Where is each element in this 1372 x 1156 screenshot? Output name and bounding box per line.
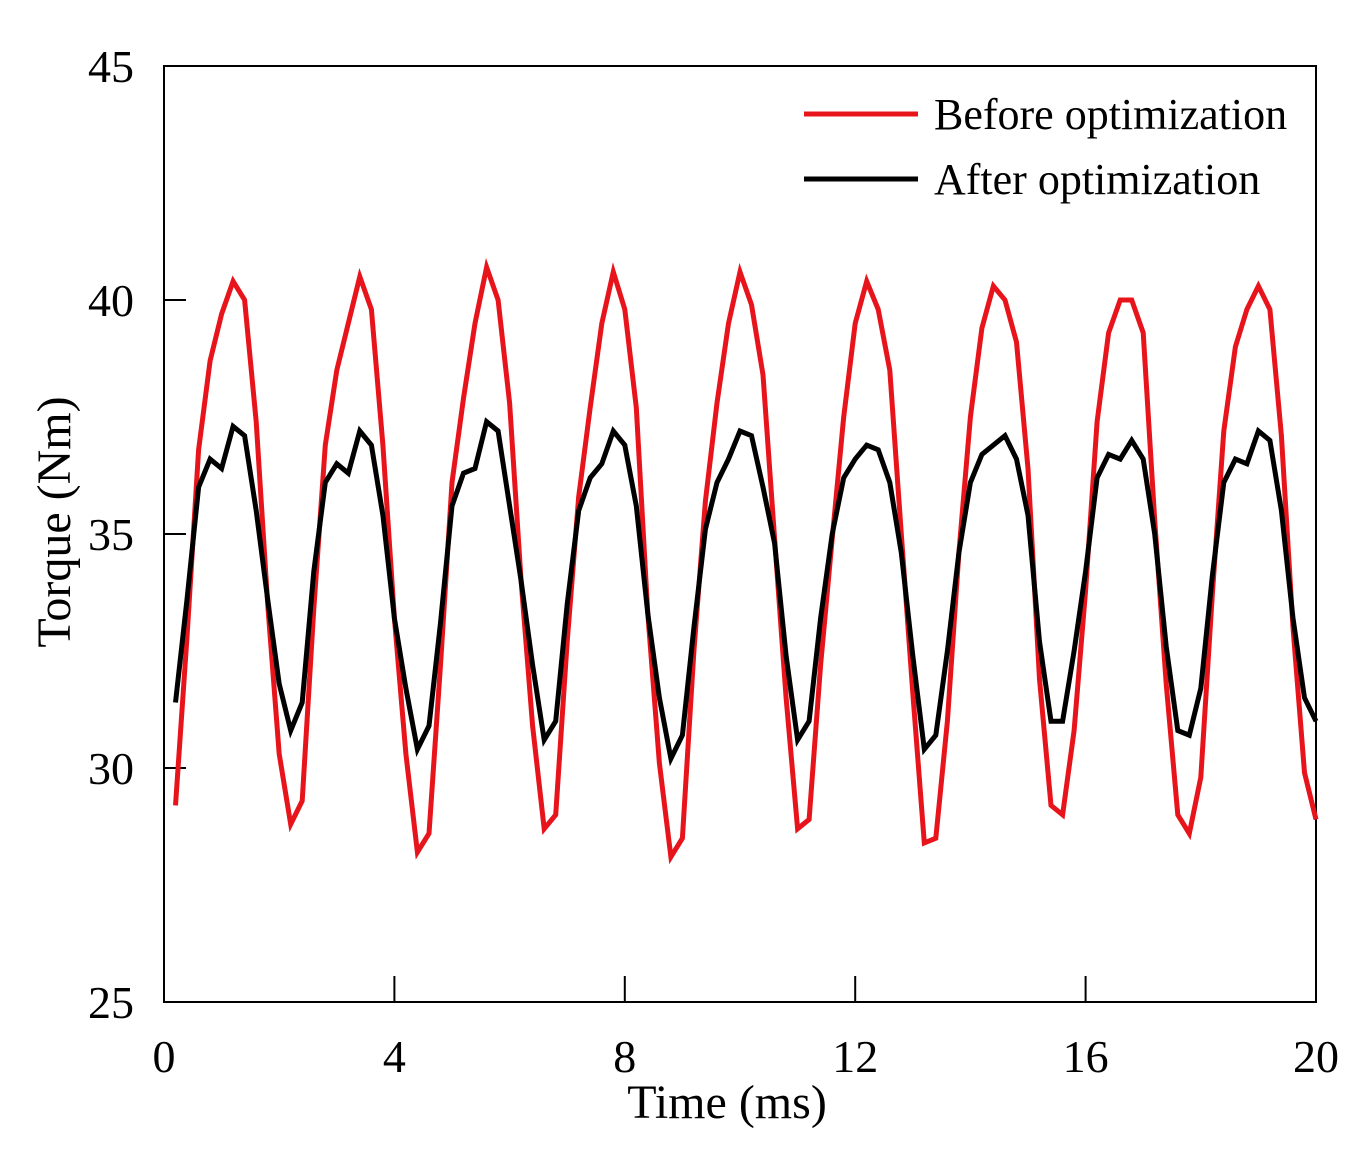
- series-line-after-optimization: [176, 422, 1317, 759]
- y-tick-label-35: 35: [88, 509, 134, 560]
- x-tick-label-0: 0: [153, 1031, 176, 1082]
- y-tick-label-40: 40: [88, 275, 134, 326]
- y-axis-title: Torque (Nm): [28, 396, 81, 647]
- series-lines: [176, 267, 1317, 857]
- x-axis-ticks: 0 4 8 12 16 20: [153, 976, 1340, 1082]
- x-tick-label-12: 12: [832, 1031, 878, 1082]
- legend-label-after: After optimization: [934, 155, 1260, 204]
- plot-area-frame: [164, 66, 1316, 1002]
- x-tick-label-16: 16: [1063, 1031, 1109, 1082]
- legend: Before optimization After optimization: [804, 90, 1287, 204]
- y-tick-label-25: 25: [88, 977, 134, 1028]
- x-tick-label-20: 20: [1293, 1031, 1339, 1082]
- y-axis-ticks: 25 30 35 40 45: [88, 41, 186, 1028]
- y-tick-label-30: 30: [88, 743, 134, 794]
- legend-label-before: Before optimization: [934, 90, 1287, 139]
- series-line-before-optimization: [176, 267, 1317, 857]
- x-tick-label-8: 8: [613, 1031, 636, 1082]
- x-axis-title: Time (ms): [627, 1076, 827, 1129]
- x-tick-label-4: 4: [383, 1031, 406, 1082]
- torque-line-chart: 25 30 35 40 45 0 4 8 12 16 20 Time (ms) Torque (N…: [0, 0, 1372, 1156]
- y-tick-label-45: 45: [88, 41, 134, 92]
